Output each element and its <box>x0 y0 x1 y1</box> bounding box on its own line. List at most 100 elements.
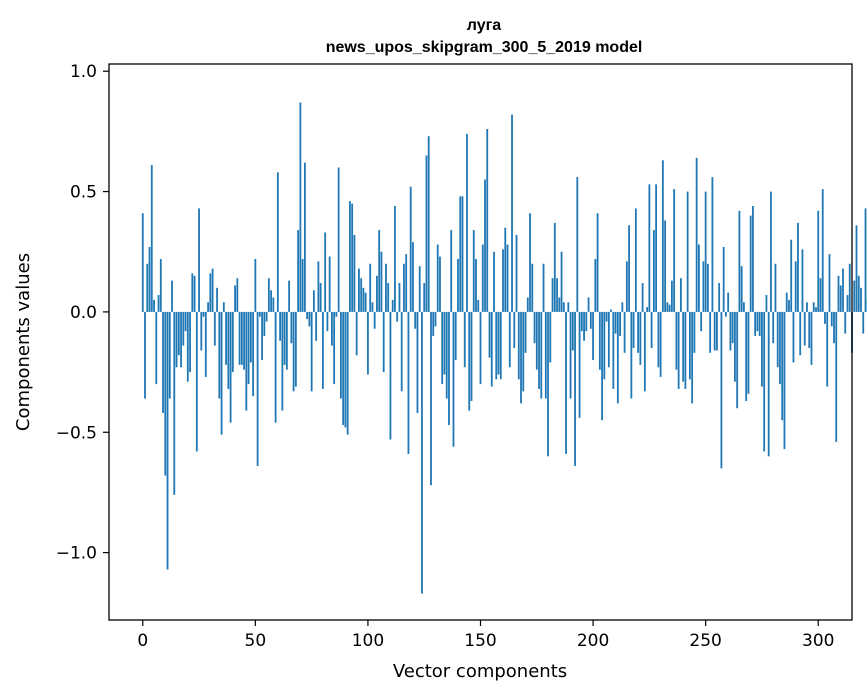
bar <box>578 311 581 418</box>
bar <box>326 311 329 332</box>
bar <box>632 311 635 349</box>
bar <box>353 234 356 312</box>
bar <box>716 311 718 351</box>
bar <box>362 287 365 312</box>
bar <box>378 230 381 312</box>
bar <box>616 311 619 404</box>
bar <box>601 311 603 421</box>
bar <box>418 266 421 312</box>
bar <box>698 244 700 312</box>
bar <box>312 290 315 312</box>
bar <box>337 167 340 312</box>
bar <box>207 302 209 312</box>
bar <box>693 311 696 353</box>
bar <box>614 311 617 334</box>
bar <box>695 157 698 312</box>
bar <box>450 230 453 312</box>
bar <box>679 278 682 312</box>
bar <box>389 311 392 440</box>
bar <box>308 311 311 327</box>
bar <box>567 302 570 312</box>
bar <box>258 311 261 317</box>
bar <box>434 311 437 327</box>
bar <box>367 311 369 375</box>
bar <box>445 311 448 399</box>
bar <box>621 302 624 312</box>
bar <box>398 283 401 312</box>
bar <box>675 311 678 370</box>
bar <box>664 220 667 312</box>
bar <box>598 311 601 370</box>
bar <box>826 311 829 387</box>
bar <box>468 311 471 411</box>
bar <box>734 311 736 382</box>
bar <box>403 263 405 312</box>
bar <box>265 311 268 322</box>
bar <box>576 177 579 312</box>
bar <box>727 292 730 312</box>
bar <box>677 311 680 389</box>
bar <box>299 102 302 312</box>
bar <box>783 311 786 450</box>
bar <box>425 155 428 312</box>
bar <box>443 311 446 375</box>
bar <box>713 311 716 351</box>
bar <box>342 311 345 426</box>
bar <box>846 295 849 312</box>
bar <box>835 311 838 442</box>
bar <box>801 249 804 312</box>
bar <box>684 311 687 389</box>
bar <box>141 213 144 312</box>
bar <box>454 311 457 361</box>
bar <box>222 302 225 312</box>
bar <box>556 278 558 312</box>
bar <box>231 311 234 373</box>
bar <box>385 263 387 312</box>
bar <box>666 302 669 312</box>
bar <box>409 186 412 312</box>
bar <box>376 275 378 312</box>
bar <box>815 307 817 312</box>
bar <box>842 268 844 312</box>
bar <box>414 311 417 329</box>
bar <box>173 311 176 495</box>
bar <box>560 251 563 312</box>
bar <box>186 311 189 382</box>
bar <box>587 297 590 312</box>
bar <box>857 275 860 312</box>
bar <box>643 311 646 392</box>
bar <box>549 311 552 363</box>
bar <box>331 311 333 346</box>
bar <box>371 302 374 312</box>
bar <box>596 213 599 312</box>
bar <box>718 283 721 312</box>
bar <box>168 311 171 399</box>
bar <box>144 311 146 399</box>
bar <box>247 311 250 385</box>
bar <box>542 263 545 312</box>
bar <box>580 311 583 332</box>
bar <box>824 311 826 324</box>
bar <box>544 311 547 399</box>
bar <box>860 287 862 312</box>
bar <box>648 184 651 312</box>
bar <box>535 311 538 370</box>
bar <box>785 292 788 312</box>
bar <box>673 189 676 312</box>
x-axis: 0 50 100 150 200 250 300 <box>137 620 834 651</box>
bar <box>162 311 164 413</box>
bar <box>272 297 275 312</box>
bar <box>252 311 254 397</box>
bar <box>565 311 567 454</box>
bar <box>623 311 626 353</box>
bar <box>839 285 842 312</box>
bar <box>781 311 784 421</box>
bar <box>164 311 167 476</box>
bar <box>400 311 403 392</box>
bar <box>670 280 673 312</box>
bar <box>558 297 561 312</box>
bar <box>261 311 263 361</box>
bar <box>749 215 752 312</box>
bar <box>547 311 549 457</box>
